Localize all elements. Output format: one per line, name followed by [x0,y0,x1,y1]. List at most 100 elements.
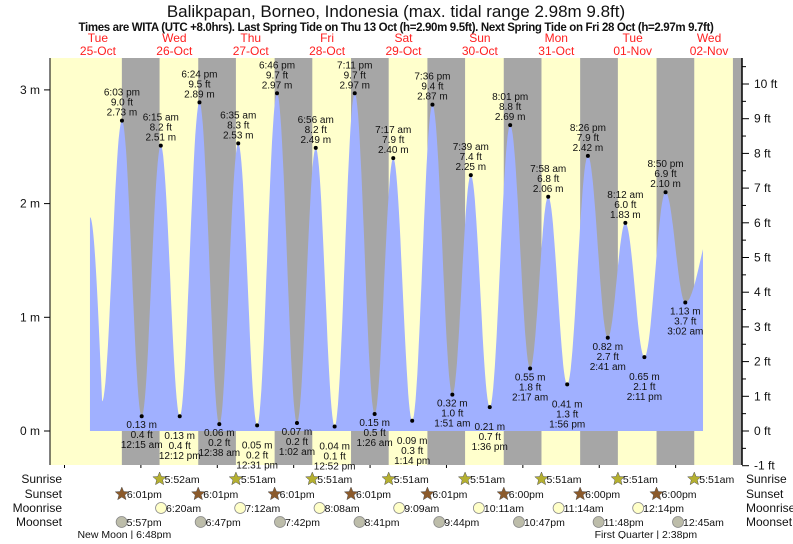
day-headers: Tue25-OctWed26-OctThu27-OctFri28-OctSat2… [80,31,728,58]
tide-height-m: 0.65 m [629,372,660,383]
sunset-icon [420,486,435,501]
tide-time: 6:15 am [143,113,179,124]
tide-height-m: 0.82 m [592,342,623,353]
sunrise-row-label: Sunrise [21,472,62,486]
moonset-icon [353,516,366,528]
day-name: Wed [162,31,186,45]
tide-height-m: 1.13 m [670,307,701,318]
tide-height-ft: 2.1 ft [633,382,655,393]
tide-height-m: 0.05 m [242,440,273,451]
moonset-time: 11:48pm [604,517,644,529]
sunrise-time: 5:51am [394,474,429,486]
tide-point [236,141,241,146]
right-tick-label: 9 ft [754,112,771,126]
sunrise-icon [304,471,320,486]
tide-height-ft: 8.3 ft [227,120,249,131]
moonrise-icon [552,502,565,514]
tide-time: 1:51 am [434,419,470,430]
moon-phase-label: First Quarter | 2:38pm [595,529,698,539]
tide-point [487,405,492,410]
moonset-time: 6:47pm [206,517,241,529]
tide-height-ft: 6.9 ft [654,169,676,180]
tide-time: 1:36 pm [472,442,508,453]
sunset-icon [649,486,664,501]
moonset-time: 7:42pm [285,517,320,529]
tide-time: 6:03 pm [104,88,140,99]
tide-time: 2:17 am [512,392,548,403]
tide-height-ft: 1.0 ft [441,409,463,420]
day-name: Sat [394,31,413,45]
tide-point [313,145,318,150]
tide-height-ft: 0.4 ft [169,441,191,452]
tide-height-m: 2.89 m [184,89,215,100]
tide-time: 8:26 pm [570,123,606,134]
tide-height-ft: 1.3 ft [556,409,578,420]
moonrise-icon [155,502,167,514]
day-name: Wed [697,31,721,45]
sunset-row-label: Sunset [25,487,63,501]
tide-height-m: 0.55 m [515,372,546,383]
tide-height-m: 2.69 m [495,112,526,123]
moonrise-time: 12:14pm [643,503,684,515]
tide-time: 12:31 pm [236,460,278,471]
sunrise-icon [534,471,549,486]
tide-height-ft: 8.2 ft [150,123,172,134]
tide-point [528,366,533,371]
sunset-icon [114,486,130,501]
tide-height-m: 1.83 m [610,210,641,221]
tide-height-ft: 9.0 ft [111,98,133,109]
day-date: 29-Oct [385,44,422,58]
day-date: 30-Oct [462,44,499,58]
tide-point [546,194,551,199]
tide-point [158,143,163,148]
right-tick-label: 0 ft [754,424,771,438]
tide-time: 3:02 am [667,327,703,338]
tide-point [642,355,647,360]
night-band [732,58,742,465]
tide-point [605,335,610,340]
tide-height-ft: 7.9 ft [577,133,599,144]
left-tick-label: 2 m [20,197,40,211]
tide-height-ft: 0.1 ft [324,451,346,462]
right-tick-label: 3 ft [754,320,771,334]
tide-time: 12:15 am [121,440,163,451]
moonset-icon [672,516,684,528]
day-name: Mon [545,31,568,45]
moonrise-time: 6:20am [166,503,201,515]
tide-point [372,411,377,416]
tide-point [430,102,435,107]
chart-title: Balikpapan, Borneo, Indonesia (max. tida… [167,2,625,21]
moonset-row-label-right: Moonset [746,515,793,529]
axes: 0 m 1 m 2 m 3 m -1 ft 0 ft 1 ft 2 ft 3 ft 4 ft 5 f… [20,58,778,473]
tide-time: 12:52 pm [314,461,356,472]
moonrise-time: 8:08am [325,503,360,515]
sunrise-icon [228,471,244,486]
sunset-icon [343,486,359,501]
tide-height-m: 2.73 m [107,108,138,119]
moonrise-icon [313,502,326,514]
tide-point [197,100,202,105]
sun-moon-rows: Sunrise Sunrise 5:52am 5:51am 5:51am 5:51am 5:… [13,471,793,541]
tide-point [275,91,280,96]
tide-height-m: 0.06 m [204,428,235,439]
day-date: 26-Oct [156,44,193,58]
tide-height-m: 2.87 m [417,92,448,103]
tide-height-ft: 1.8 ft [519,382,541,393]
right-tick-label: 6 ft [754,216,771,230]
day-date: 01-Nov [613,44,652,58]
tide-point [508,123,513,128]
tide-time: 1:02 am [279,447,315,458]
tide-point [623,220,628,225]
tide-time: 8:12 am [607,190,643,201]
day-date: 27-Oct [233,44,270,58]
tide-height-ft: 0.2 ft [246,450,268,461]
tide-point [352,91,357,96]
moonset-icon [513,516,525,528]
tide-height-m: 2.97 m [339,80,370,91]
tide-time: 7:11 pm [337,60,372,71]
tide-time: 6:24 pm [181,69,217,80]
tide-point [177,414,182,419]
tide-point [217,422,222,427]
tide-time: 6:46 pm [259,60,295,71]
left-tick-label: 3 m [20,83,40,97]
